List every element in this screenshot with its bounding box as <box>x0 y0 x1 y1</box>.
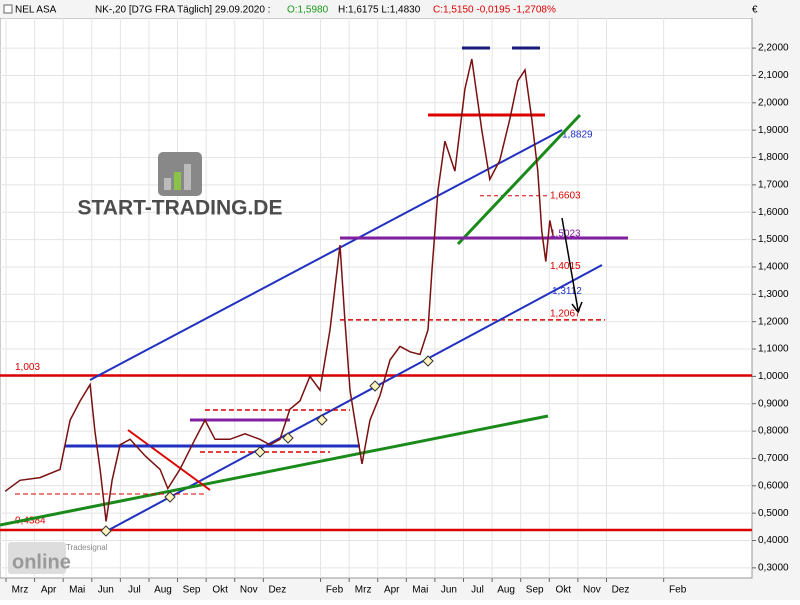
trend-line <box>0 414 549 527</box>
x-tick-label: Okt <box>556 585 572 596</box>
level-label: 1,6603 <box>550 190 581 201</box>
brand: Tradesignal online <box>8 542 108 574</box>
y-tick-label: 1,1000 <box>758 344 789 355</box>
logo: START-TRADING.DE <box>78 152 283 220</box>
y-tick-label: 1,5000 <box>758 234 789 245</box>
x-tick-label: Nov <box>583 585 601 596</box>
logo-bar <box>164 178 171 190</box>
levels: 1,0030,43841,88291,66031,50231,40151,311… <box>0 129 752 532</box>
x-tick-label: Jun <box>441 585 457 596</box>
header-open: O:1,5980 <box>287 5 329 16</box>
y-tick-label: 1,4000 <box>758 262 789 273</box>
x-tick-label: Mai <box>412 585 428 596</box>
plot-area <box>0 17 753 579</box>
diamond <box>369 380 381 392</box>
y-tick-label: 1,3000 <box>758 289 789 300</box>
x-tick-label: Sep <box>526 585 544 596</box>
level-label: 1,3112 <box>552 286 582 297</box>
y-tick-label: 1,2000 <box>758 316 789 327</box>
header-close: C:1,5150 -0,0195 -1,2708% <box>433 5 556 16</box>
diamond <box>422 355 434 367</box>
diamond <box>282 432 294 444</box>
y-tick-label: 1,9000 <box>758 125 789 136</box>
logo-bar <box>184 164 191 190</box>
x-tick-label: Okt <box>212 585 228 596</box>
trend-line <box>127 429 211 491</box>
arrow-head <box>571 301 583 314</box>
x-tick-label: Aug <box>154 585 172 596</box>
header-high-low: H:1,6175 L:1,4830 <box>338 5 421 16</box>
y-tick-label: 0,7000 <box>758 453 789 464</box>
brand-online: online <box>12 551 71 573</box>
level-label: 1,2067 <box>550 308 581 319</box>
diamond <box>316 414 328 426</box>
x-tick-label: Mrz <box>355 585 372 596</box>
diamond <box>164 491 176 503</box>
symbol: NEL ASA <box>15 5 57 16</box>
x-tick-label: Dez <box>612 585 630 596</box>
logo-bar <box>174 172 181 190</box>
x-tick-label: Feb <box>326 585 344 596</box>
y-tick-label: 0,4000 <box>758 535 789 546</box>
y-tick-label: 0,3000 <box>758 563 789 574</box>
arrow <box>561 217 579 311</box>
level-label: 1,4015 <box>550 261 581 272</box>
y-tick-label: 1,0000 <box>758 371 789 382</box>
level-label: 1,003 <box>15 362 40 373</box>
x-tick-label: Jul <box>471 585 484 596</box>
x-tick-label: Aug <box>497 585 515 596</box>
header-icon <box>3 4 13 14</box>
y-tick-label: 2,2000 <box>758 43 789 54</box>
currency: € <box>752 5 758 16</box>
y-tick-label: 1,7000 <box>758 180 789 191</box>
y-tick-label: 0,9000 <box>758 398 789 409</box>
brand-text: Tradesignal <box>66 543 108 552</box>
x-tick-label: Sep <box>183 585 201 596</box>
y-tick-label: 2,0000 <box>758 97 789 108</box>
diamond <box>100 525 112 537</box>
x-tick-label: Jun <box>98 585 114 596</box>
drawings <box>0 46 628 533</box>
y-tick-label: 1,6000 <box>758 207 789 218</box>
x-tick-label: Dez <box>268 585 286 596</box>
trend-line <box>456 113 582 246</box>
level-label: 0,4384 <box>15 516 46 527</box>
x-tick-label: Apr <box>41 585 57 596</box>
x-tick-label: Nov <box>240 585 258 596</box>
header-bar <box>0 0 800 18</box>
level-label: 1,8829 <box>562 129 593 140</box>
x-tick-label: Mai <box>69 585 85 596</box>
series <box>4 58 554 522</box>
price-line <box>4 58 554 522</box>
logo-text: START-TRADING.DE <box>78 197 283 220</box>
y-tick-label: 2,1000 <box>758 70 789 81</box>
y-tick-label: 0,6000 <box>758 480 789 491</box>
x-tick-label: Feb <box>669 585 687 596</box>
brand-box <box>8 542 66 574</box>
x-tick-label: Apr <box>384 585 400 596</box>
y-tick-label: 0,8000 <box>758 426 789 437</box>
x-tick-label: Jul <box>128 585 141 596</box>
markers <box>100 355 434 537</box>
y-tick-label: 1,8000 <box>758 152 789 163</box>
trend-line <box>89 129 563 381</box>
header-info: NK-,20 [D7G FRA Täglich] 29.09.2020 : <box>95 5 270 16</box>
y-tick-label: 0,5000 <box>758 508 789 519</box>
x-tick-label: Mrz <box>12 585 29 596</box>
diamond <box>254 446 266 458</box>
